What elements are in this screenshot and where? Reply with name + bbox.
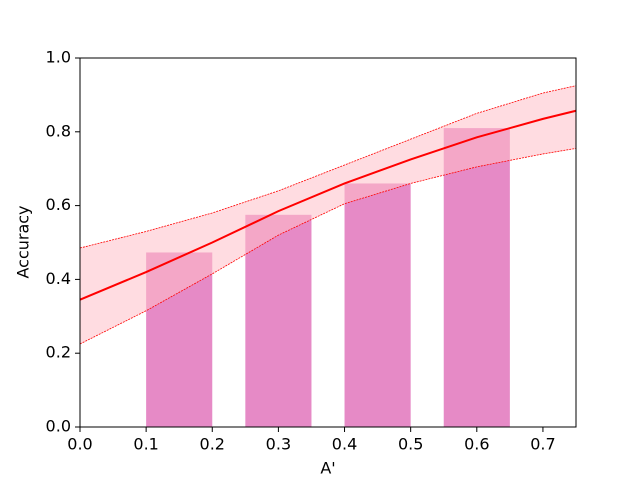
- x-tick-label: 0.5: [398, 435, 423, 454]
- plot-frame: [79, 57, 577, 428]
- x-tick-label: 0.1: [133, 435, 158, 454]
- x-tick-label: 0.3: [266, 435, 291, 454]
- y-tick-label: 0.2: [46, 343, 71, 362]
- bar: [443, 128, 510, 428]
- y-tick-label: 0.0: [46, 417, 71, 436]
- x-tick-label: 0.6: [464, 435, 489, 454]
- y-tick-label: 1.0: [46, 48, 71, 67]
- lower-bound-line: [79, 148, 577, 345]
- confidence-band: [80, 85, 576, 344]
- x-tick-label: 0.4: [332, 435, 357, 454]
- x-tick-label: 0.0: [67, 435, 92, 454]
- y-tick-label: 0.4: [46, 269, 71, 288]
- x-tick-label: 0.2: [200, 435, 225, 454]
- y-tick-label: 0.8: [46, 121, 71, 140]
- fit-line: [79, 109, 577, 301]
- upper-bound-line: [79, 85, 577, 249]
- x-tick-label: 0.7: [530, 435, 555, 454]
- y-tick-label: 0.6: [46, 195, 71, 214]
- bar: [245, 214, 312, 427]
- x-axis-label: A': [320, 459, 335, 478]
- bar: [344, 183, 411, 427]
- y-axis-label: Accuracy: [14, 205, 33, 278]
